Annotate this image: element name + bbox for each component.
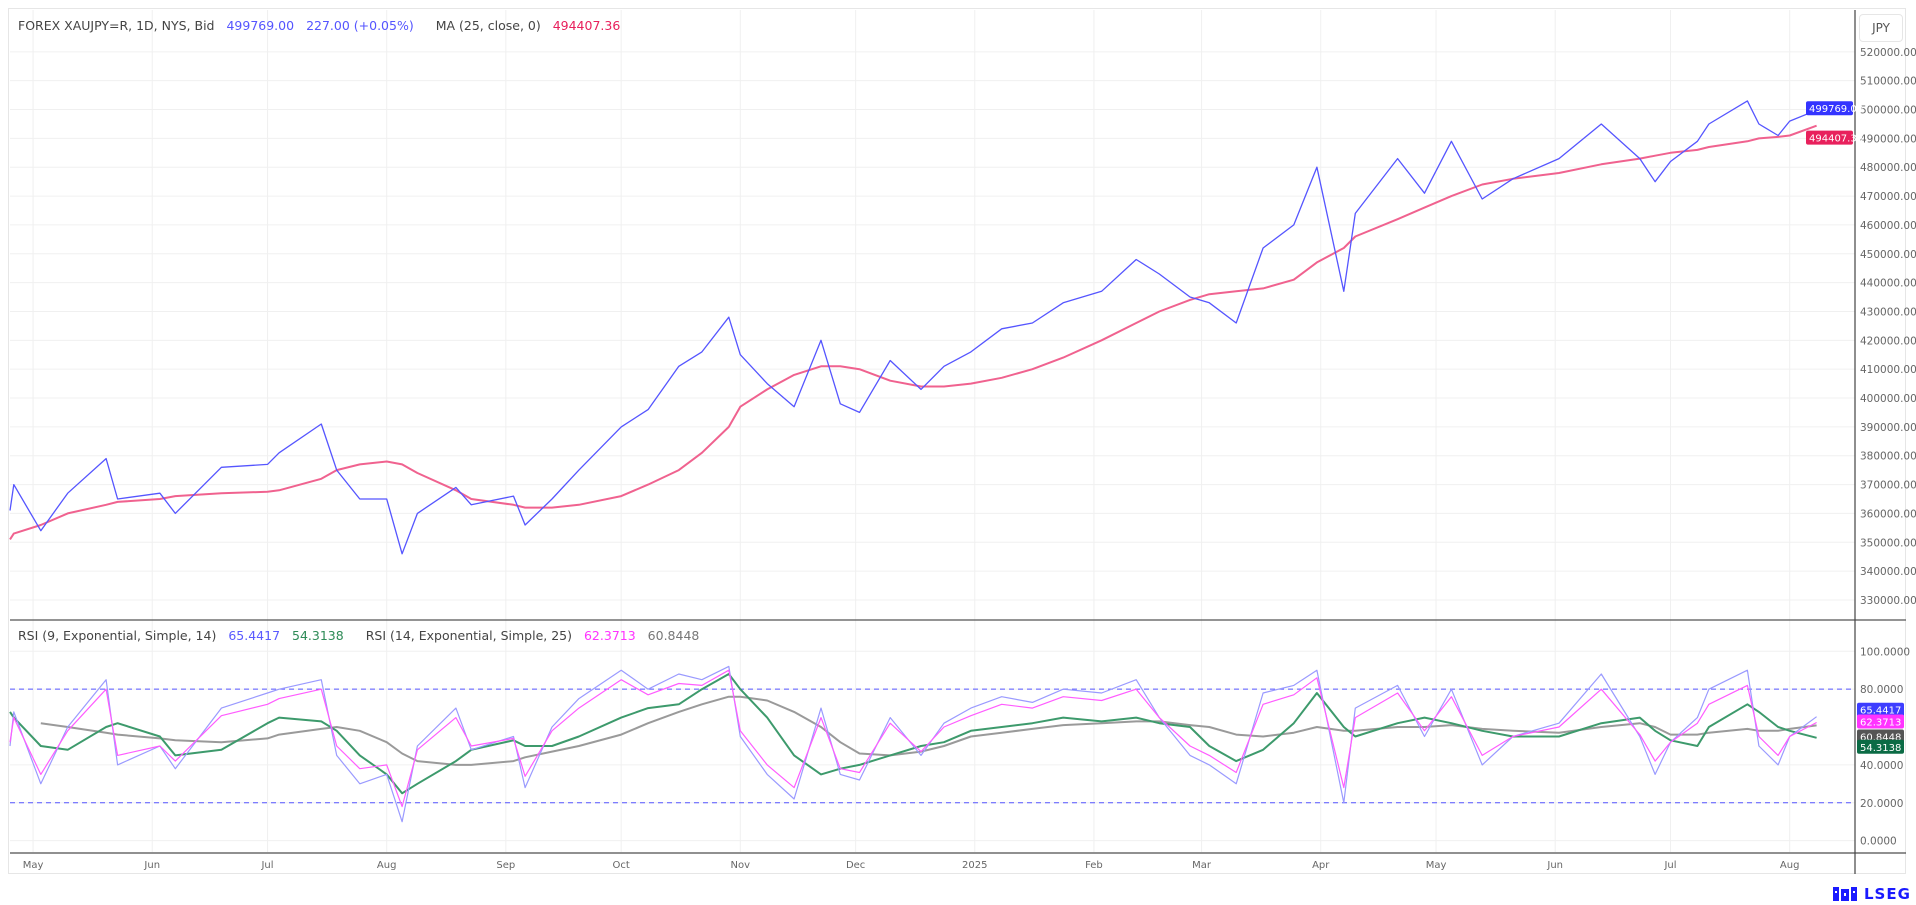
price-y-tick-label: 460000.00 bbox=[1860, 220, 1916, 232]
x-tick-label: May bbox=[23, 860, 44, 871]
price-line bbox=[9, 100, 1817, 555]
last-price-badge: 499769.00 bbox=[1809, 104, 1863, 115]
price-y-tick-label: 500000.00 bbox=[1860, 105, 1916, 117]
chart-frame bbox=[8, 8, 1906, 874]
ma-price-badge-bg bbox=[1806, 130, 1853, 145]
rsi9-signal-line bbox=[9, 673, 1817, 795]
rsi14-line bbox=[9, 669, 1817, 808]
price-y-tick-label: 380000.00 bbox=[1860, 451, 1916, 463]
x-tick-label: Jul bbox=[260, 860, 273, 871]
price-y-tick-label: 490000.00 bbox=[1860, 133, 1916, 145]
rsi-y-tick-label: 0.0000 bbox=[1860, 836, 1897, 848]
rsi14-badge: 62.3713 bbox=[1860, 718, 1901, 729]
rsi14-signal-value: 60.8448 bbox=[647, 628, 700, 643]
price-y-tick-label: 520000.00 bbox=[1860, 47, 1916, 59]
x-tick-label: Dec bbox=[846, 860, 865, 871]
ma-label: MA (25, close, 0) bbox=[435, 18, 541, 33]
x-tick-label: Jul bbox=[1663, 860, 1676, 871]
x-tick-label: Nov bbox=[731, 860, 751, 871]
price-change: 227.00 (+0.05%) bbox=[306, 18, 414, 33]
ma-price-badge: 494407.36 bbox=[1809, 134, 1863, 145]
rsi-y-tick-label: 100.0000 bbox=[1860, 646, 1910, 658]
x-tick-label: Oct bbox=[613, 860, 630, 871]
price-y-tick-label: 440000.00 bbox=[1860, 278, 1916, 290]
price-y-tick-label: 360000.00 bbox=[1860, 508, 1916, 520]
ma-line bbox=[9, 124, 1817, 540]
rsi9-signal-badge-bg bbox=[1857, 739, 1904, 754]
last-price-badge-bg bbox=[1806, 101, 1853, 116]
rsi9-badge: 65.4417 bbox=[1860, 706, 1901, 717]
rsi9-value: 65.4417 bbox=[228, 628, 281, 643]
price-y-tick-label: 390000.00 bbox=[1860, 422, 1916, 434]
rsi14-value: 62.3713 bbox=[583, 628, 636, 643]
lseg-logo: LSEG bbox=[1832, 885, 1911, 903]
x-tick-label: Feb bbox=[1085, 860, 1103, 871]
symbol-label: FOREX XAUJPY=R, 1D, NYS, Bid bbox=[18, 18, 215, 33]
x-tick-label: 2025 bbox=[962, 860, 987, 871]
price-y-tick-label: 400000.00 bbox=[1860, 393, 1916, 405]
price-legend: FOREX XAUJPY=R, 1D, NYS, Bid 499769.00 2… bbox=[18, 18, 628, 33]
rsi9-badge-bg bbox=[1857, 702, 1904, 717]
ma-value: 494407.36 bbox=[552, 18, 621, 33]
rsi-y-tick-label: 20.0000 bbox=[1860, 798, 1903, 810]
price-y-tick-label: 350000.00 bbox=[1860, 537, 1916, 549]
price-y-tick-label: 410000.00 bbox=[1860, 364, 1916, 376]
rsi14-signal-badge: 60.8448 bbox=[1860, 732, 1901, 743]
x-tick-label: Jun bbox=[143, 860, 160, 871]
x-tick-label: Jun bbox=[1546, 860, 1563, 871]
price-y-tick-label: 470000.00 bbox=[1860, 191, 1916, 203]
price-y-tick-label: 450000.00 bbox=[1860, 249, 1916, 261]
rsi-y-tick-label: 40.0000 bbox=[1860, 760, 1903, 772]
lseg-logo-icon bbox=[1833, 887, 1857, 901]
rsi9-signal-badge: 54.3138 bbox=[1860, 743, 1901, 754]
currency-button[interactable]: JPY bbox=[1859, 14, 1903, 42]
rsi-y-tick-label: 80.0000 bbox=[1860, 684, 1903, 696]
price-y-tick-label: 340000.00 bbox=[1860, 566, 1916, 578]
rsi14-badge-bg bbox=[1857, 714, 1904, 729]
x-tick-label: Aug bbox=[377, 860, 397, 871]
rsi9-line bbox=[9, 665, 1817, 823]
rsi14-label: RSI (14, Exponential, Simple, 25) bbox=[365, 628, 572, 643]
lseg-logo-text: LSEG bbox=[1864, 885, 1911, 903]
x-tick-label: Aug bbox=[1780, 860, 1800, 871]
rsi9-signal-value: 54.3138 bbox=[292, 628, 344, 643]
x-tick-label: May bbox=[1426, 860, 1447, 871]
price-y-tick-label: 480000.00 bbox=[1860, 162, 1916, 174]
x-tick-label: Apr bbox=[1312, 860, 1330, 871]
price-y-tick-label: 330000.00 bbox=[1860, 595, 1916, 607]
price-y-tick-label: 430000.00 bbox=[1860, 306, 1916, 318]
price-y-tick-label: 420000.00 bbox=[1860, 335, 1916, 347]
price-y-tick-label: 370000.00 bbox=[1860, 480, 1916, 492]
rsi14-signal-line bbox=[40, 695, 1817, 766]
last-price: 499769.00 bbox=[226, 18, 295, 33]
rsi-legend: RSI (9, Exponential, Simple, 14) 65.4417… bbox=[18, 628, 707, 643]
x-tick-label: Sep bbox=[496, 860, 515, 871]
rsi9-label: RSI (9, Exponential, Simple, 14) bbox=[18, 628, 217, 643]
price-y-tick-label: 510000.00 bbox=[1860, 76, 1916, 88]
x-tick-label: Mar bbox=[1192, 860, 1212, 871]
